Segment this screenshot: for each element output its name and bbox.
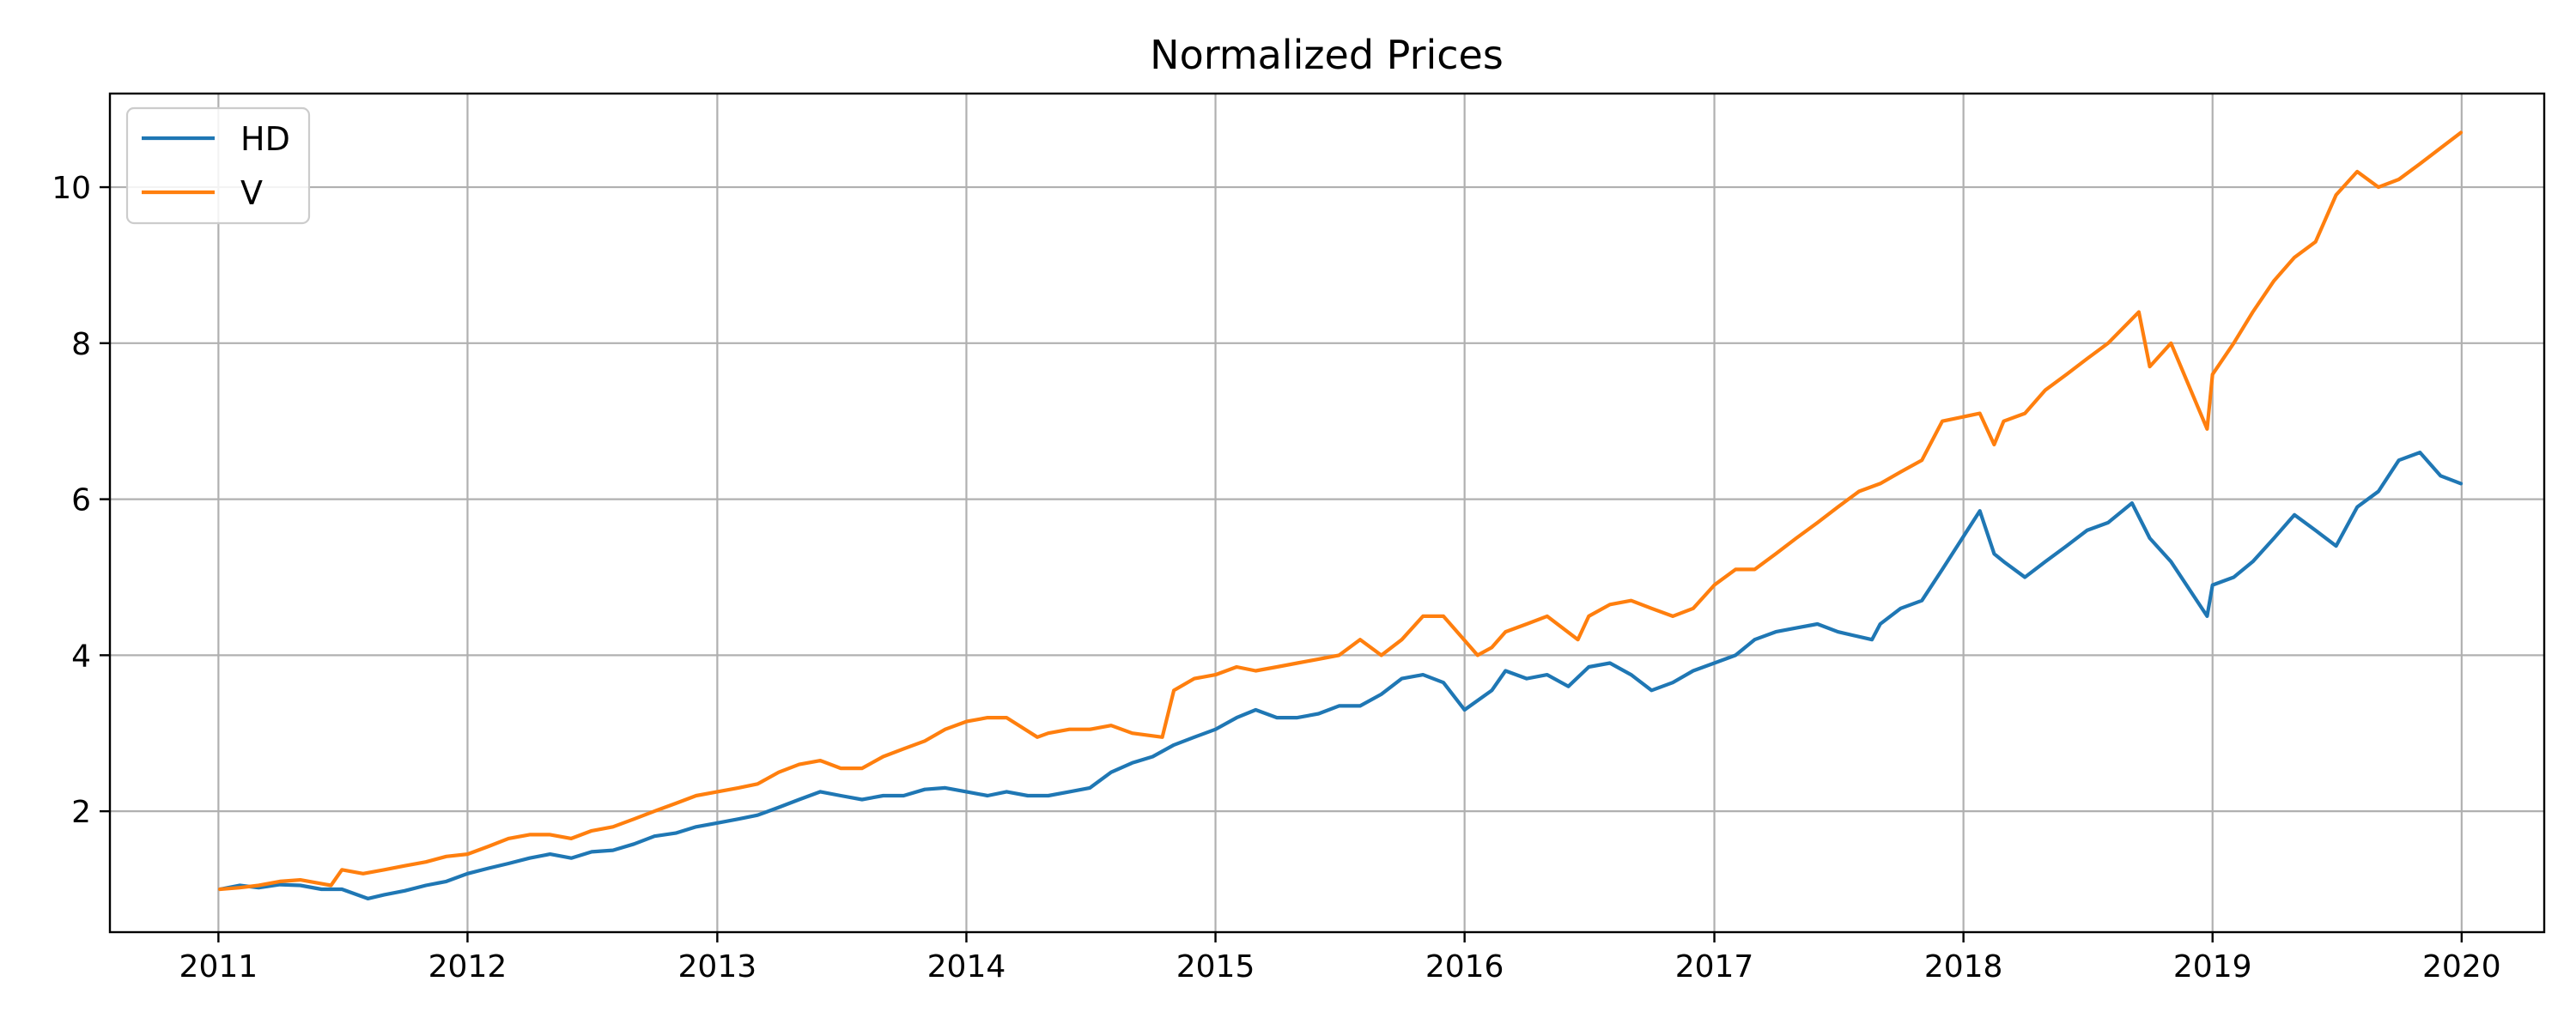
- axis-ticks: 2011 2012 2013 2014 2015 2016 2017 2018 2019 2020…: [52, 171, 2500, 985]
- x-tick-label: 2014: [927, 949, 1006, 985]
- x-tick-label: 2018: [1924, 949, 2003, 985]
- x-tick-label: 2017: [1675, 949, 1754, 985]
- x-tick-label: 2020: [2422, 949, 2501, 985]
- plot-frame: [108, 92, 2546, 934]
- x-tick-label: 2016: [1425, 949, 1504, 985]
- x-tick-label: 2015: [1176, 949, 1255, 985]
- y-tick-label: 6: [71, 483, 91, 518]
- x-tick-label: 2012: [428, 949, 507, 985]
- series-line-v: [217, 130, 2464, 892]
- legend-label-hd: HD: [240, 120, 290, 158]
- y-tick-label: 2: [71, 795, 91, 830]
- x-tick-label: 2013: [678, 949, 757, 985]
- legend: HD V: [125, 106, 311, 225]
- x-tick-label: 2011: [179, 949, 258, 985]
- series-lines: [217, 130, 2464, 901]
- chart-title: Normalized Prices: [1150, 32, 1504, 78]
- grid: [110, 94, 2544, 932]
- y-tick-label: 8: [71, 327, 91, 362]
- y-tick-label: 10: [52, 171, 91, 206]
- series-line-hd: [217, 450, 2464, 901]
- y-tick-label: 4: [71, 639, 91, 674]
- x-tick-label: 2019: [2173, 949, 2252, 985]
- legend-label-v: V: [240, 174, 263, 212]
